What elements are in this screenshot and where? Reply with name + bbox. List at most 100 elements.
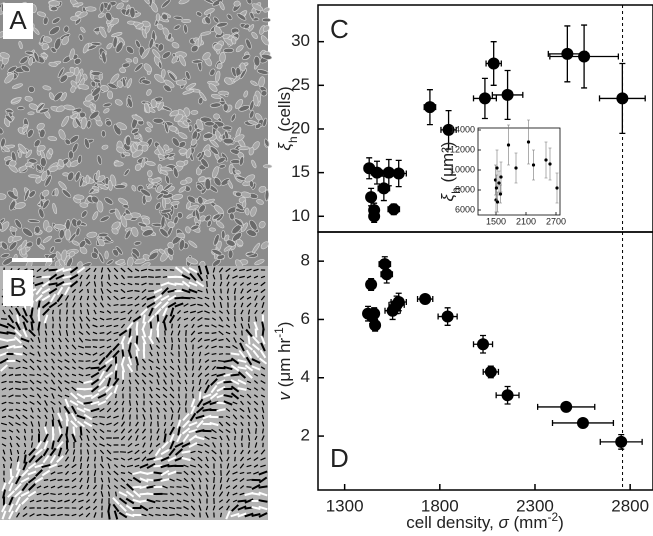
velocity-arrow xyxy=(177,393,181,399)
velocity-arrow xyxy=(211,373,217,377)
velocity-arrow xyxy=(106,331,112,335)
velocity-arrow xyxy=(50,514,56,516)
velocity-arrow xyxy=(3,463,5,469)
velocity-arrow xyxy=(27,490,37,498)
velocity-arrow xyxy=(218,428,224,434)
velocity-arrow xyxy=(83,394,93,398)
velocity-arrow xyxy=(156,372,160,378)
cell xyxy=(249,110,255,119)
velocity-arrow xyxy=(127,349,133,359)
label-part: -1 xyxy=(272,327,286,338)
cell xyxy=(263,164,273,169)
velocity-arrow xyxy=(155,500,161,502)
cell xyxy=(264,138,270,147)
y-tick-label: 8000 xyxy=(455,184,475,194)
velocity-arrow xyxy=(85,267,91,273)
velocity-arrow xyxy=(190,330,196,336)
velocity-arrow xyxy=(50,485,56,489)
cell xyxy=(124,213,133,220)
velocity-arrow xyxy=(141,335,147,345)
velocity-arrow xyxy=(71,485,77,489)
cell xyxy=(123,168,130,177)
cell xyxy=(50,6,58,12)
velocity-arrow xyxy=(86,434,90,442)
velocity-arrow xyxy=(85,499,91,503)
velocity-arrow xyxy=(3,477,5,483)
velocity-arrow xyxy=(56,433,64,443)
velocity-arrow xyxy=(113,415,119,419)
velocity-arrow xyxy=(253,289,259,293)
cell xyxy=(135,23,144,30)
velocity-arrow xyxy=(181,266,191,274)
cell xyxy=(142,229,154,237)
cell xyxy=(190,138,197,146)
velocity-arrow xyxy=(204,379,210,385)
velocity-arrow xyxy=(205,484,209,490)
cell xyxy=(99,2,105,13)
velocity-arrow xyxy=(163,407,167,413)
velocity-arrow xyxy=(176,486,182,488)
velocity-arrow xyxy=(30,307,34,317)
velocity-arrow xyxy=(211,456,217,462)
velocity-arrow xyxy=(254,421,258,427)
velocity-arrow xyxy=(79,281,83,287)
cell xyxy=(114,208,121,220)
cell xyxy=(222,34,230,39)
velocity-arrow xyxy=(240,302,244,308)
velocity-arrow xyxy=(181,288,191,294)
velocity-arrow xyxy=(104,385,114,393)
data-point xyxy=(368,210,381,223)
velocity-arrow xyxy=(149,351,153,357)
velocity-arrow xyxy=(106,281,112,287)
velocity-arrow xyxy=(197,310,203,314)
velocity-arrow xyxy=(113,510,119,520)
velocity-arrow xyxy=(251,513,261,517)
cell xyxy=(48,92,55,101)
cell xyxy=(178,148,188,154)
velocity-arrow xyxy=(128,400,132,406)
cell xyxy=(242,200,247,209)
velocity-arrow xyxy=(156,407,160,413)
cell xyxy=(158,61,163,69)
velocity-arrow xyxy=(198,470,202,476)
velocity-arrow xyxy=(218,505,224,511)
velocity-arrow xyxy=(48,287,58,295)
velocity-arrow xyxy=(51,330,55,336)
velocity-arrow xyxy=(127,478,133,482)
velocity-arrow xyxy=(163,400,167,406)
velocity-arrow xyxy=(63,405,71,415)
velocity-arrow xyxy=(34,476,44,484)
cell xyxy=(160,68,166,79)
velocity-arrow xyxy=(29,401,35,405)
velocity-arrow xyxy=(139,484,149,490)
cell xyxy=(198,97,204,105)
velocity-arrow xyxy=(106,443,112,447)
velocity-arrow xyxy=(155,443,161,447)
cell xyxy=(172,167,179,178)
cell xyxy=(244,174,256,183)
velocity-arrow xyxy=(190,296,196,300)
velocity-arrow xyxy=(251,484,261,490)
velocity-arrow xyxy=(191,484,195,490)
velocity-arrow xyxy=(41,294,51,302)
cell xyxy=(176,160,186,167)
velocity-arrow xyxy=(232,344,238,350)
velocity-arrow xyxy=(204,302,210,308)
velocity-arrow xyxy=(23,442,27,448)
cell xyxy=(165,175,171,185)
velocity-arrow xyxy=(22,358,28,364)
velocity-arrow xyxy=(233,337,237,343)
velocity-arrow xyxy=(108,274,110,280)
velocity-arrow xyxy=(127,267,133,273)
velocity-arrow xyxy=(212,274,216,280)
velocity-arrow xyxy=(113,324,119,328)
velocity-arrow xyxy=(167,456,177,462)
velocity-arrow xyxy=(113,407,119,413)
velocity-arrow xyxy=(239,275,245,279)
velocity-arrow xyxy=(21,497,29,505)
velocity-arrow xyxy=(184,343,188,351)
cell xyxy=(92,211,99,221)
velocity-arrow xyxy=(8,401,14,405)
micrograph xyxy=(0,0,273,272)
velocity-arrow xyxy=(181,456,191,462)
